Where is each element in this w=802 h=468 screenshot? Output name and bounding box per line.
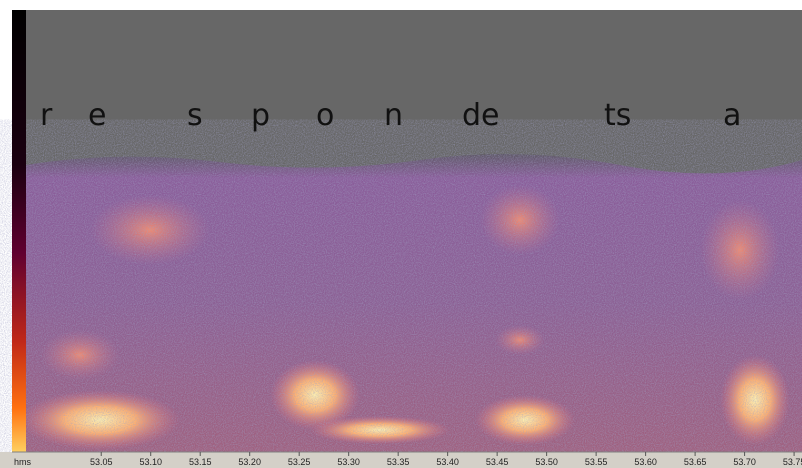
phoneme: e <box>88 98 106 133</box>
phoneme: p <box>251 98 270 133</box>
tick-label: 53.20 <box>238 457 261 467</box>
axis-unit: hms <box>14 457 32 467</box>
tick-label: 53.65 <box>684 457 707 467</box>
phoneme: ts <box>604 98 631 133</box>
tick-label: 53.40 <box>436 457 459 467</box>
phoneme: a <box>723 98 741 133</box>
spectrogram-view: hms r e s p o n de ts a 53.05 53.10 53.15 5… <box>0 0 802 468</box>
page: {"labels": ["r", "e", "s", "p", "o", "n"… <box>0 0 802 468</box>
phoneme: o <box>316 98 334 133</box>
phoneme: de <box>462 98 500 133</box>
noise <box>26 150 802 452</box>
tick-label: 53.50 <box>535 457 558 467</box>
phoneme: n <box>384 98 403 133</box>
tick-label: 53.10 <box>139 457 162 467</box>
color-scale <box>12 10 26 452</box>
tick-label: 53.35 <box>387 457 410 467</box>
tick-label: 53.60 <box>634 457 657 467</box>
tick-label: 53.25 <box>288 457 311 467</box>
tick-label: 53.70 <box>733 457 756 467</box>
tick-label: 53.30 <box>337 457 360 467</box>
tick-label: 53.45 <box>486 457 509 467</box>
phoneme: r <box>40 98 53 133</box>
phoneme: s <box>187 98 203 133</box>
tick-label: 53.55 <box>585 457 608 467</box>
tick-label: 53.05 <box>90 457 113 467</box>
tick-label: 53.15 <box>189 457 212 467</box>
tick-label: 53.75 <box>783 457 802 467</box>
